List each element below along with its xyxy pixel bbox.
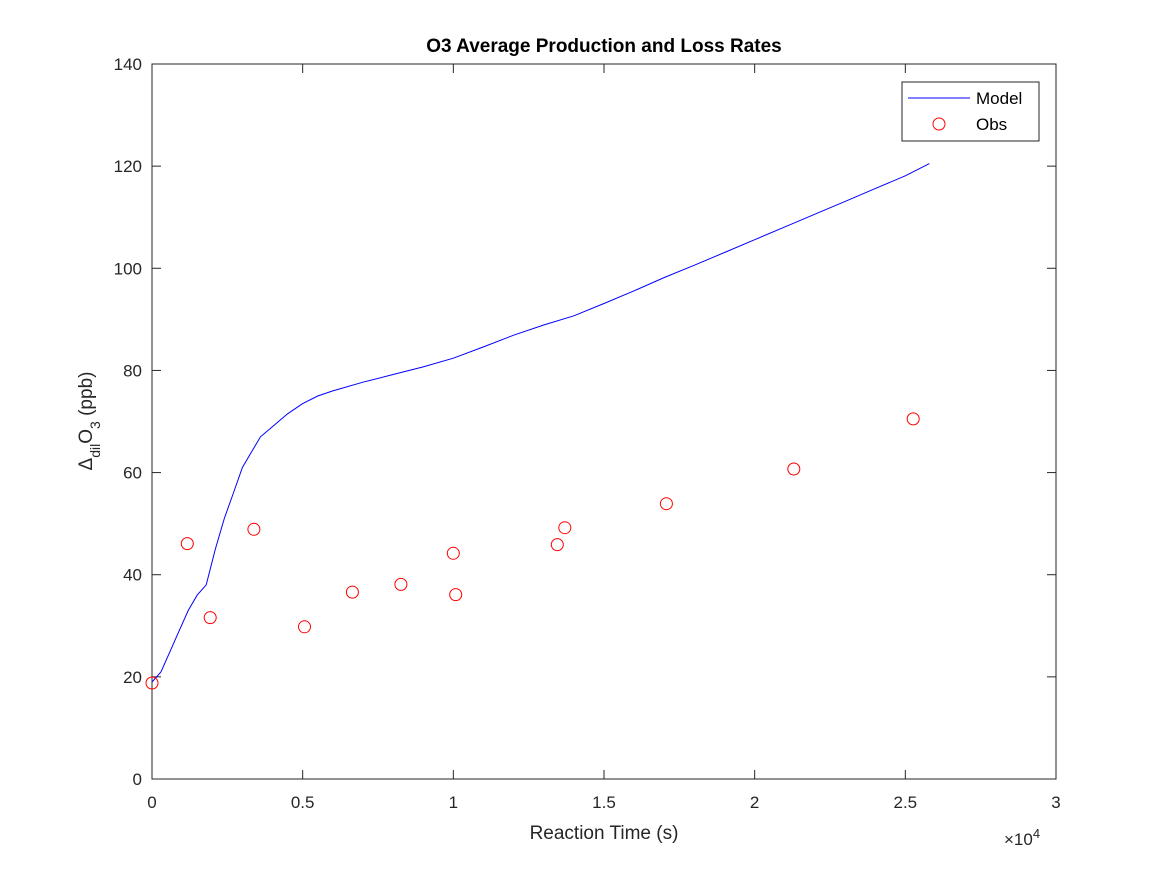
y-tick-label: 120 [114, 157, 142, 176]
x-tick-label: 0.5 [291, 793, 315, 812]
y-tick-label: 80 [123, 361, 142, 380]
obs-point [659, 497, 673, 511]
x-tick-label: 1.5 [592, 793, 616, 812]
y-tick-label: 40 [123, 566, 142, 585]
y-label-sub-3: 3 [87, 421, 103, 429]
obs-point [550, 538, 564, 552]
y-tick-label: 100 [114, 259, 142, 278]
x-tick-label: 0 [147, 793, 156, 812]
series-line-model [151, 163, 930, 683]
obs-point [180, 537, 194, 551]
obs-point [787, 462, 801, 476]
obs-point [394, 577, 408, 591]
x-exponent-base: ×10 [1004, 830, 1033, 849]
legend-obs-label: Obs [976, 115, 1007, 134]
x-exponent-power: 4 [1033, 826, 1040, 841]
obs-point [298, 620, 311, 634]
legend-obs-marker [932, 117, 946, 131]
x-tick-label: 1 [449, 793, 458, 812]
y-tick-label: 20 [123, 668, 142, 687]
x-tick-label: 2 [750, 793, 759, 812]
plot-area [151, 63, 1057, 780]
y-label-sub-dil: dil [87, 444, 103, 458]
legend-box [901, 81, 1040, 142]
chart-title: O3 Average Production and Loss Rates [426, 36, 781, 57]
obs-point [449, 588, 463, 602]
y-label-unit: (ppb) [76, 372, 97, 422]
x-tick-label: 2.5 [894, 793, 918, 812]
obs-point [345, 585, 359, 599]
obs-point [247, 522, 261, 536]
axes-box [151, 63, 1057, 780]
legend-model-label: Model [976, 89, 1022, 108]
obs-point [203, 611, 217, 625]
x-axis-exponent: ×104 [1004, 826, 1040, 850]
x-tick-label: 3 [1051, 793, 1060, 812]
obs-point [145, 676, 159, 690]
obs-point [906, 412, 920, 426]
y-tick-label: 60 [123, 464, 142, 483]
y-tick-label: 0 [133, 770, 142, 789]
series-layer [145, 163, 930, 690]
obs-point [446, 546, 460, 560]
y-label-delta: Δ [76, 457, 97, 470]
obs-point [558, 521, 572, 535]
y-label-o: O [76, 429, 97, 444]
x-axis-label: Reaction Time (s) [530, 823, 679, 844]
y-axis-label: ΔdilO3 (ppb) [76, 372, 103, 471]
y-tick-label: 140 [114, 55, 142, 74]
legend: Model Obs [901, 81, 1040, 142]
